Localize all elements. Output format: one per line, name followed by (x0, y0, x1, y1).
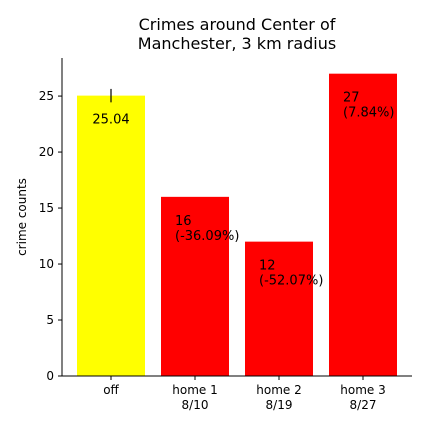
y-tick-label: 5 (46, 313, 54, 327)
chart-title-line: Crimes around Center of (139, 15, 336, 34)
y-tick-label: 20 (39, 145, 54, 159)
x-tick-label: home 3 (340, 383, 385, 397)
data-label: 27 (343, 91, 360, 106)
y-tick-label: 10 (39, 257, 54, 271)
data-label: (7.84%) (343, 106, 394, 121)
y-tick-label: 15 (39, 201, 54, 215)
data-label: 12 (259, 259, 276, 274)
data-label: (-36.09%) (175, 229, 239, 244)
y-tick-label: 25 (39, 89, 54, 103)
data-label: (-52.07%) (259, 274, 323, 289)
y-axis-label: crime counts (15, 178, 29, 256)
bar-2 (245, 241, 313, 376)
bar-1 (161, 196, 229, 376)
bar-0 (77, 95, 145, 377)
data-label: 25.04 (92, 113, 129, 128)
x-tick-label: 8/19 (266, 398, 293, 412)
x-tick-label: 8/10 (182, 398, 209, 412)
y-tick-label: 0 (46, 369, 54, 383)
x-tick-label: 8/27 (350, 398, 377, 412)
data-label: 16 (175, 214, 192, 229)
x-tick-label: off (103, 383, 119, 397)
x-tick-label: home 1 (172, 383, 217, 397)
x-tick-label: home 2 (256, 383, 301, 397)
bar-3 (329, 73, 397, 376)
chart-title-line: Manchester, 3 km radius (138, 34, 336, 53)
